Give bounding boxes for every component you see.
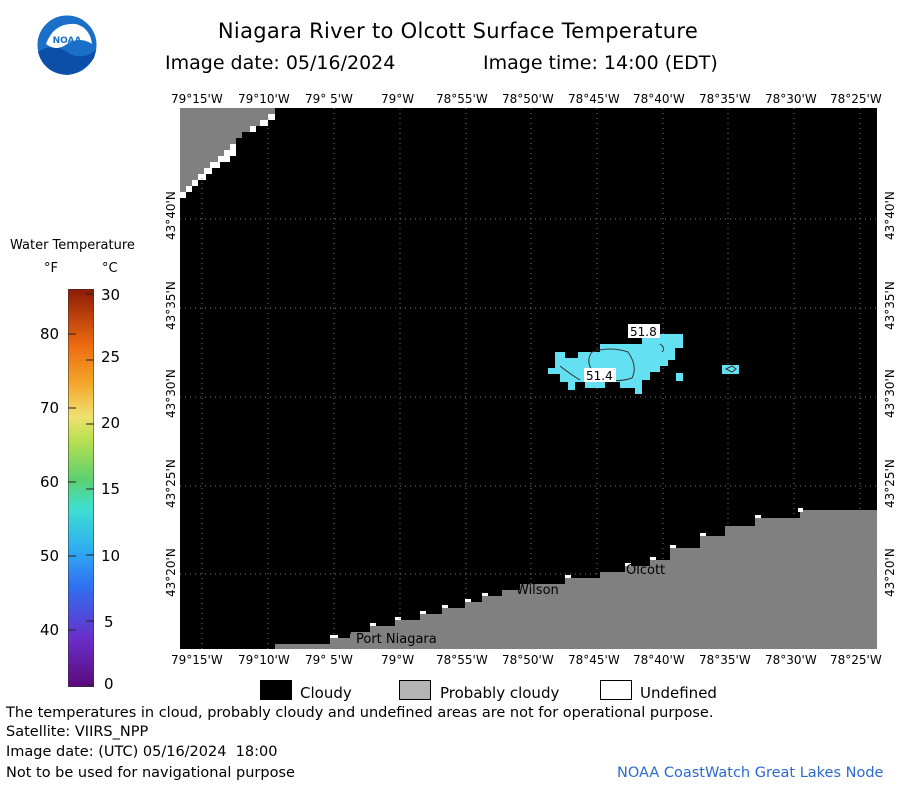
map-panel: 51.8 51.4 Olcott Wilson Port Niagara xyxy=(180,108,877,649)
lon-label: 78°50'W xyxy=(502,92,554,106)
lon-label: 78°25'W xyxy=(830,92,882,106)
lon-label: 79° 5'W xyxy=(305,653,353,667)
fahrenheit-tick: 80 xyxy=(40,325,60,343)
lon-label: 78°55'W xyxy=(436,653,488,667)
celsius-tick: 30 xyxy=(101,286,121,304)
lon-label: 79° 5'W xyxy=(305,92,353,106)
lat-label: 43°35'N xyxy=(164,281,178,330)
legend-swatch-undefined xyxy=(600,680,632,700)
fahrenheit-tick: 50 xyxy=(40,547,60,565)
lat-label: 43°40'N xyxy=(164,191,178,240)
olcott-marker xyxy=(610,560,620,570)
lon-label: 78°50'W xyxy=(502,653,554,667)
lat-label: 43°30'N xyxy=(164,369,178,418)
legend-swatch-cloudy xyxy=(260,680,292,700)
lon-label: 78°35'W xyxy=(699,653,751,667)
celsius-tick: 10 xyxy=(101,547,121,565)
wilson-label: Wilson xyxy=(516,583,559,598)
satellite-text: Satellite: VIIRS_NPP xyxy=(6,724,149,740)
legend-label-cloudy: Cloudy xyxy=(300,684,352,702)
fahrenheit-tick: 40 xyxy=(40,621,60,639)
lat-label: 43°20'N xyxy=(883,548,897,597)
lon-label: 79°W xyxy=(381,92,415,106)
lon-label: 79°W xyxy=(381,653,415,667)
lon-label: 79°15'W xyxy=(171,653,223,667)
lon-label: 79°10'W xyxy=(238,92,290,106)
legend-label-probably-cloudy: Probably cloudy xyxy=(440,684,560,702)
celsius-tick: 20 xyxy=(101,414,121,432)
fahrenheit-tick: 60 xyxy=(40,473,60,491)
lon-label: 78°55'W xyxy=(436,92,488,106)
lon-label: 78°40'W xyxy=(633,653,685,667)
logo-text: NOAA xyxy=(53,36,82,46)
graticule xyxy=(180,108,877,649)
colorbar xyxy=(68,289,94,687)
lon-label: 78°45'W xyxy=(568,92,620,106)
colorbar-title: Water Temperature xyxy=(10,238,135,253)
undefined-shoreline xyxy=(180,114,275,198)
lon-label: 78°30'W xyxy=(765,92,817,106)
contour-label: 51.4 xyxy=(586,369,613,383)
lat-label: 43°30'N xyxy=(883,369,897,418)
undefined-shore-bits xyxy=(330,508,803,638)
legend-swatch-probably-cloudy xyxy=(399,680,431,700)
lon-label: 78°40'W xyxy=(633,92,685,106)
lon-label: 79°10'W xyxy=(238,653,290,667)
fahrenheit-tick: 70 xyxy=(40,399,60,417)
wilson-marker xyxy=(502,578,512,588)
land-new-york xyxy=(275,510,877,649)
lat-label: 43°25'N xyxy=(164,459,178,508)
legend-label-undefined: Undefined xyxy=(640,684,717,702)
lat-label: 43°20'N xyxy=(164,548,178,597)
lon-label: 79°15'W xyxy=(171,92,223,106)
unit-fahrenheit: °F xyxy=(44,261,58,276)
lon-label: 78°25'W xyxy=(830,653,882,667)
navigation-warning: Not to be used for navigational purpose xyxy=(6,765,295,781)
image-time: Image time: 14:00 (EDT) xyxy=(483,52,718,74)
celsius-tick: 5 xyxy=(104,613,114,631)
disclaimer-text: The temperatures in cloud, probably clou… xyxy=(6,705,714,721)
contour-label-box xyxy=(584,368,616,382)
celsius-tick: 15 xyxy=(101,480,121,498)
lon-label: 78°45'W xyxy=(568,653,620,667)
unit-celsius: °C xyxy=(102,261,118,276)
utc-date-text: Image date: (UTC) 05/16/2024 18:00 xyxy=(6,744,278,760)
lat-label: 43°25'N xyxy=(883,459,897,508)
map-title: Niagara River to Olcott Surface Temperat… xyxy=(217,19,699,43)
lat-label: 43°35'N xyxy=(883,281,897,330)
contour-label-box xyxy=(628,324,660,338)
credit-text: NOAA CoastWatch Great Lakes Node xyxy=(617,765,884,781)
contour-label: 51.8 xyxy=(630,325,657,339)
celsius-tick: 25 xyxy=(101,348,121,366)
olcott-label: Olcott xyxy=(626,563,665,578)
lat-label: 43°40'N xyxy=(883,191,897,240)
noaa-logo: NOAA xyxy=(36,14,98,76)
lon-label: 78°30'W xyxy=(765,653,817,667)
water-temperature-patch xyxy=(548,334,739,394)
port-niagara-marker xyxy=(343,628,351,636)
port-niagara-label: Port Niagara xyxy=(356,632,437,647)
image-date: Image date: 05/16/2024 xyxy=(165,52,396,74)
celsius-tick: 0 xyxy=(104,675,114,693)
lon-label: 78°35'W xyxy=(699,92,751,106)
